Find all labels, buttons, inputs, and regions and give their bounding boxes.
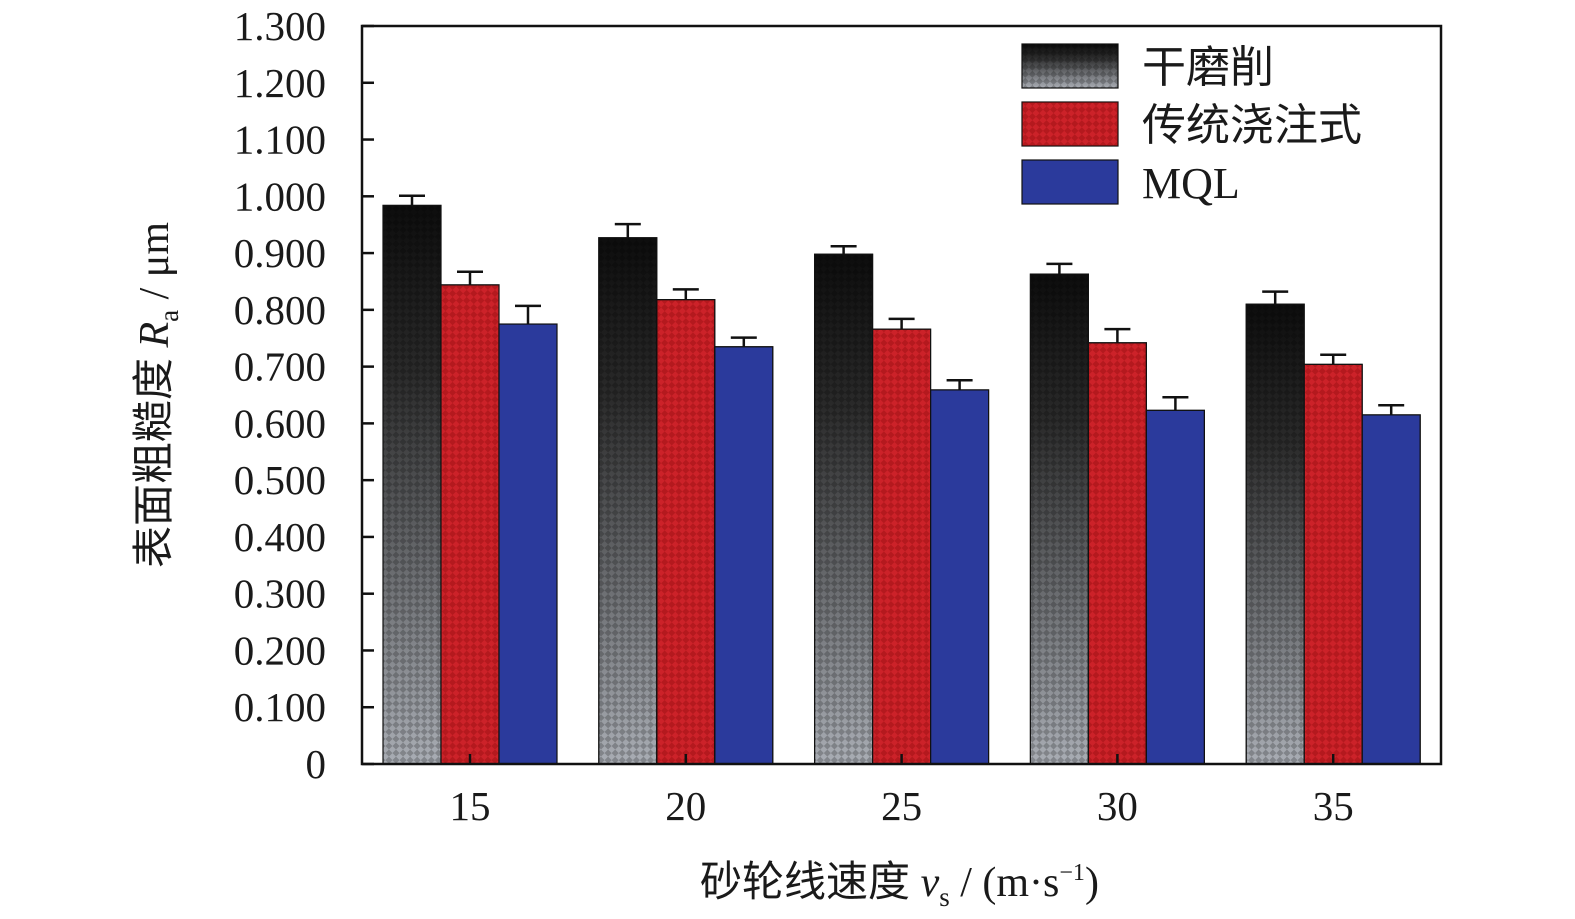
bar-2-30 xyxy=(1087,342,1148,765)
y-tick-label: 1.300 xyxy=(234,3,326,49)
error-bar-1-35 xyxy=(1262,290,1289,305)
error-bar-3-30 xyxy=(1162,396,1189,411)
error-bar-2-15 xyxy=(457,270,483,285)
bar-2-20 xyxy=(656,299,716,765)
error-bar-1-25 xyxy=(830,245,857,255)
legend-item-3: MQL xyxy=(1021,159,1240,208)
x-tick-label: 15 xyxy=(450,783,491,829)
y-tick-label: 0.600 xyxy=(234,400,326,446)
y-tick-label: 0.500 xyxy=(234,457,326,503)
y-tick-label: 0.800 xyxy=(234,287,326,333)
legend-swatch xyxy=(1021,159,1119,205)
bar-1-35 xyxy=(1245,303,1305,765)
legend-label: 传统浇注式 xyxy=(1142,101,1362,150)
y-tick-label: 0.700 xyxy=(234,344,326,390)
error-bar-1-15 xyxy=(399,194,425,206)
error-bar-3-20 xyxy=(730,336,757,347)
legend-label: 干磨削 xyxy=(1142,43,1274,92)
y-tick-label: 1.200 xyxy=(234,60,326,106)
bar-2-25 xyxy=(871,328,932,765)
y-tick-label: 0.200 xyxy=(234,627,326,673)
x-tick-label: 20 xyxy=(665,783,706,829)
error-bar-3-15 xyxy=(515,304,541,325)
x-axis-title: 砂轮线速度 vs / (m·s−1) xyxy=(700,860,1099,912)
y-tick-label: 0 xyxy=(306,741,327,787)
error-bar-2-25 xyxy=(888,317,915,330)
bars-layer xyxy=(382,194,1421,765)
y-axis-title: 表面粗糙度 Ra / μm xyxy=(132,222,184,568)
bar-3-25 xyxy=(929,389,990,765)
bar-2-15 xyxy=(440,284,500,765)
legend-item-2: 传统浇注式 xyxy=(1021,101,1362,150)
axes-layer: 0 0.100 0.200 0.300 0.400 0.500 0.600 0.700 0.80… xyxy=(234,3,1443,829)
error-bar-2-35 xyxy=(1320,353,1347,365)
legend-label: MQL xyxy=(1142,159,1240,208)
error-bar-2-20 xyxy=(672,288,699,300)
y-tick-label: 0.400 xyxy=(234,514,326,560)
bar-3-15 xyxy=(498,323,558,765)
legend-item-1: 干磨削 xyxy=(1021,43,1274,92)
x-tick-label: 35 xyxy=(1313,783,1354,829)
error-bar-2-30 xyxy=(1104,327,1131,343)
bar-1-15 xyxy=(382,204,442,765)
x-tick-label: 25 xyxy=(881,783,922,829)
error-bar-1-30 xyxy=(1046,262,1073,275)
y-tick-label: 0.900 xyxy=(234,230,326,276)
y-tick-label: 1.100 xyxy=(234,117,326,163)
y-tick-label: 1.000 xyxy=(234,173,326,219)
error-bar-1-20 xyxy=(614,222,641,238)
bar-3-30 xyxy=(1145,409,1206,765)
y-tick-label: 0.300 xyxy=(234,571,326,617)
y-tick-label: 0.100 xyxy=(234,684,326,730)
bar-1-20 xyxy=(598,237,658,765)
x-tick-label: 30 xyxy=(1097,783,1138,829)
error-bar-3-25 xyxy=(946,378,973,390)
error-bar-3-35 xyxy=(1378,403,1405,415)
bar-3-20 xyxy=(714,346,774,765)
bar-1-30 xyxy=(1029,273,1090,765)
bar-2-35 xyxy=(1303,363,1363,765)
bar-1-25 xyxy=(813,253,874,765)
bar-3-35 xyxy=(1361,414,1421,765)
